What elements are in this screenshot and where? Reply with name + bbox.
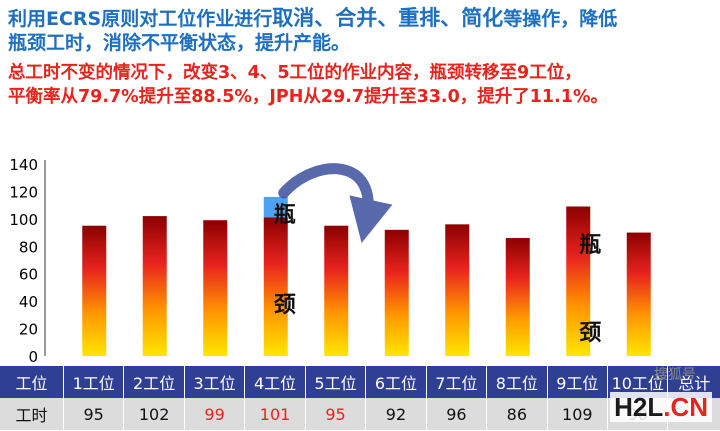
header-line-1: 利用ECRS原则对工位作业进行取消、合并、重排、简化等操作，降低 — [8, 6, 618, 30]
table-value-cell: 109 — [548, 398, 609, 430]
y-tick-label: 0 — [28, 348, 38, 366]
bottleneck-label-bottom: 颈 — [579, 321, 601, 346]
table-value-cell: 101 — [245, 398, 306, 430]
removed-segment — [263, 196, 288, 218]
table-value-cell: 99 — [185, 398, 246, 430]
watermark-caption: 搜狐号 — [654, 367, 696, 383]
bar-7工位 — [445, 224, 470, 356]
table-header-cell: 4工位 — [245, 366, 306, 398]
table-header-cell: 2工位 — [124, 366, 185, 398]
row-label-station: 工位 — [0, 366, 64, 398]
bottleneck-label-top: 瓶 — [579, 233, 601, 258]
header-line-3: 总工时不变的情况下，改变3、4、5工位的作业内容，瓶颈转移至9工位， — [8, 63, 582, 83]
move-arrow — [278, 163, 393, 243]
bottleneck-label-top: 瓶 — [274, 203, 296, 228]
bar-4工位 — [263, 217, 288, 356]
table-header-cell: 7工位 — [427, 366, 488, 398]
bar-chart: 0 20 40 60 80 100 120 140 瓶颈 瓶颈 — [9, 156, 651, 366]
table-value-row: 工时 95102991019592968610990 — [0, 398, 720, 430]
header-line-4: 平衡率从79.7%提升至88.5%，JPH从29.7提升至33.0，提升了11.… — [8, 87, 608, 107]
y-tick-label: 80 — [19, 238, 38, 256]
bar-3工位 — [203, 220, 228, 356]
table-value-cell: 102 — [124, 398, 185, 430]
bar-10工位 — [626, 232, 651, 356]
bar-9工位 — [566, 206, 591, 356]
header: 利用ECRS原则对工位作业进行取消、合并、重排、简化等操作，降低 瓶颈工时，消除… — [8, 6, 714, 109]
data-table: 工位 1工位 2工位 3工位 4工位 5工位 6工位 7工位 8工位 9工位 10工位 总计 工时 … — [0, 366, 720, 430]
bar-6工位 — [384, 229, 409, 356]
row-label-time: 工时 — [0, 398, 64, 430]
y-tick-label: 40 — [19, 293, 38, 311]
table-value-cell: 92 — [366, 398, 427, 430]
table-header-row: 工位 1工位 2工位 3工位 4工位 5工位 6工位 7工位 8工位 9工位 10工位 总计 — [0, 366, 720, 398]
table-header-cell: 总计 — [678, 374, 711, 393]
header-line-2: 瓶颈工时，消除不平衡状态，提升产能。 — [8, 32, 351, 54]
table-header-cell: 10工位 — [608, 366, 669, 398]
table-value-cell: 96 — [427, 398, 488, 430]
table-header-cell: 9工位 — [548, 366, 609, 398]
bar-5工位 — [324, 225, 349, 356]
y-tick-label: 20 — [19, 321, 38, 339]
bar-8工位 — [505, 238, 530, 356]
y-tick-label: 60 — [19, 266, 38, 284]
table-header-cell: 8工位 — [487, 366, 548, 398]
table-value-cell: 95 — [64, 398, 125, 430]
bar-1工位 — [82, 225, 107, 356]
bar-2工位 — [142, 216, 167, 356]
table-header-cell: 6工位 — [366, 366, 427, 398]
table-value-cell: 86 — [487, 398, 548, 430]
table-value-cell: 95 — [306, 398, 367, 430]
y-tick-label: 100 — [9, 211, 38, 229]
table-header-cell: 3工位 — [185, 366, 246, 398]
table-header-cell: 5工位 — [306, 366, 367, 398]
y-tick-label: 120 — [9, 183, 38, 201]
y-tick-label: 140 — [9, 156, 38, 174]
bottleneck-label-bottom: 颈 — [274, 293, 296, 318]
watermark-logo: H2L.CN — [610, 392, 712, 422]
table-header-cell: 1工位 — [64, 366, 125, 398]
